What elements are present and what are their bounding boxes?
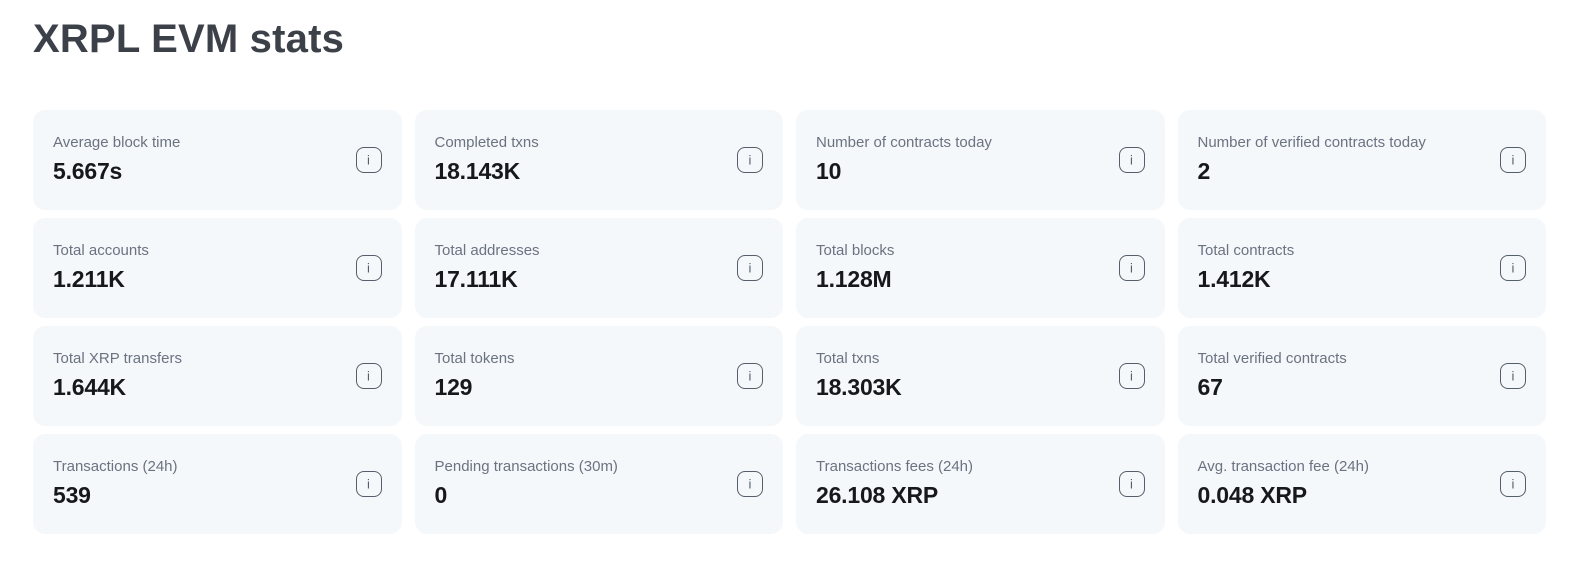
- stat-text: Total XRP transfers 1.644K: [53, 348, 182, 403]
- stat-card-pending-transactions-30m: Pending transactions (30m) 0 i: [414, 434, 783, 534]
- stat-value: 18.303K: [816, 374, 902, 401]
- stat-label: Average block time: [53, 134, 181, 152]
- stat-label: Total XRP transfers: [53, 350, 182, 368]
- stat-text: Total tokens 129: [435, 348, 515, 403]
- stat-label: Pending transactions (30m): [434, 458, 618, 476]
- stat-value: 539: [53, 482, 91, 509]
- stat-value: 129: [434, 374, 473, 401]
- stat-text: Total contracts 1.412K: [1198, 240, 1295, 295]
- stats-grid: Average block time 5.667s i Completed tx…: [33, 110, 1546, 534]
- stat-value: 17.111K: [434, 266, 518, 293]
- stat-text: Total addresses 17.111K: [435, 240, 540, 295]
- stat-card-total-tokens: Total tokens 129 i: [414, 326, 783, 426]
- info-icon[interactable]: i: [1118, 363, 1145, 389]
- stat-label: Transactions (24h): [53, 458, 178, 476]
- info-letter: i: [367, 476, 370, 491]
- info-letter: i: [748, 368, 752, 383]
- stat-label: Number of contracts today: [816, 134, 992, 152]
- stat-label: Total accounts: [53, 242, 149, 260]
- stat-label: Transactions fees (24h): [816, 458, 974, 476]
- stat-card-total-verified-contracts: Total verified contracts 67 i: [1177, 326, 1546, 426]
- info-icon[interactable]: i: [1500, 147, 1526, 173]
- stat-text: Number of verified contracts today 2: [1198, 132, 1426, 187]
- info-icon[interactable]: i: [737, 147, 763, 173]
- info-letter: i: [1130, 260, 1133, 275]
- info-icon[interactable]: i: [737, 471, 763, 497]
- stat-card-total-accounts: Total accounts 1.211K i: [33, 218, 402, 318]
- info-letter: i: [1511, 260, 1515, 275]
- stat-value: 18.143K: [434, 158, 521, 185]
- info-icon[interactable]: i: [737, 363, 763, 389]
- info-icon[interactable]: i: [1118, 147, 1145, 173]
- stat-text: Total verified contracts 67: [1198, 348, 1347, 403]
- stat-text: Transactions fees (24h) 26.108 XRP: [816, 456, 973, 511]
- stat-label: Total addresses: [434, 242, 540, 260]
- stat-text: Pending transactions (30m) 0: [435, 456, 618, 511]
- stat-card-total-addresses: Total addresses 17.111K i: [414, 218, 783, 318]
- stat-card-total-contracts: Total contracts 1.412K i: [1177, 218, 1546, 318]
- info-icon[interactable]: i: [737, 255, 763, 281]
- info-letter: i: [748, 476, 752, 491]
- info-letter: i: [1130, 476, 1133, 491]
- stat-value: 10: [816, 158, 842, 185]
- info-icon[interactable]: i: [355, 255, 382, 281]
- stat-text: Total txns 18.303K: [816, 348, 902, 403]
- stat-text: Average block time 5.667s: [53, 132, 180, 187]
- stat-text: Avg. transaction fee (24h) 0.048 XRP: [1198, 456, 1370, 511]
- stat-text: Total blocks 1.128M: [816, 240, 894, 295]
- info-icon[interactable]: i: [355, 363, 382, 389]
- stat-text: Transactions (24h) 539: [53, 456, 178, 511]
- info-letter: i: [1511, 152, 1515, 167]
- stat-label: Total tokens: [434, 350, 515, 368]
- stat-value: 1.128M: [816, 266, 892, 293]
- info-letter: i: [1511, 368, 1515, 383]
- stat-label: Total blocks: [816, 242, 895, 260]
- stat-card-total-txns: Total txns 18.303K i: [796, 326, 1165, 426]
- stat-value: 1.644K: [53, 374, 126, 401]
- stat-value: 1.211K: [53, 266, 125, 293]
- stat-label: Total contracts: [1197, 242, 1295, 260]
- stat-card-contracts-today: Number of contracts today 10 i: [796, 110, 1165, 210]
- stat-value: 5.667s: [53, 158, 123, 185]
- info-letter: i: [367, 368, 370, 383]
- stat-label: Avg. transaction fee (24h): [1197, 458, 1370, 476]
- info-icon[interactable]: i: [1118, 255, 1145, 281]
- stat-value: 0: [434, 482, 448, 509]
- info-letter: i: [1511, 476, 1515, 491]
- stat-value: 26.108 XRP: [816, 482, 939, 509]
- stat-value: 0.048 XRP: [1197, 482, 1308, 509]
- stat-label: Number of verified contracts today: [1197, 134, 1426, 152]
- info-icon[interactable]: i: [1500, 363, 1526, 389]
- info-letter: i: [748, 260, 752, 275]
- stat-text: Completed txns 18.143K: [435, 132, 539, 187]
- stat-card-total-blocks: Total blocks 1.128M i: [796, 218, 1165, 318]
- info-icon[interactable]: i: [355, 471, 382, 497]
- stat-label: Total txns: [816, 350, 880, 368]
- page-title: XRPL EVM stats: [33, 17, 345, 61]
- stat-card-completed-txns: Completed txns 18.143K i: [414, 110, 783, 210]
- stat-text: Total accounts 1.211K: [53, 240, 149, 295]
- info-letter: i: [367, 260, 370, 275]
- stat-card-total-xrp-transfers: Total XRP transfers 1.644K i: [33, 326, 402, 426]
- stat-card-verified-contracts-today: Number of verified contracts today 2 i: [1177, 110, 1546, 210]
- stat-text: Number of contracts today 10: [816, 132, 992, 187]
- info-icon[interactable]: i: [355, 147, 382, 173]
- stat-label: Completed txns: [434, 134, 539, 152]
- stat-value: 2: [1197, 158, 1211, 185]
- stat-card-transactions-fees-24h: Transactions fees (24h) 26.108 XRP i: [796, 434, 1165, 534]
- stat-card-average-block-time: Average block time 5.667s i: [33, 110, 402, 210]
- stat-label: Total verified contracts: [1197, 350, 1347, 368]
- stat-card-transactions-24h: Transactions (24h) 539 i: [33, 434, 402, 534]
- stat-card-avg-transaction-fee-24h: Avg. transaction fee (24h) 0.048 XRP i: [1177, 434, 1546, 534]
- info-icon[interactable]: i: [1118, 471, 1145, 497]
- stat-value: 1.412K: [1197, 266, 1271, 293]
- stat-value: 67: [1197, 374, 1223, 401]
- info-icon[interactable]: i: [1500, 471, 1526, 497]
- info-icon[interactable]: i: [1500, 255, 1526, 281]
- info-letter: i: [748, 152, 752, 167]
- info-letter: i: [1130, 368, 1133, 383]
- info-letter: i: [367, 152, 370, 167]
- info-letter: i: [1130, 152, 1133, 167]
